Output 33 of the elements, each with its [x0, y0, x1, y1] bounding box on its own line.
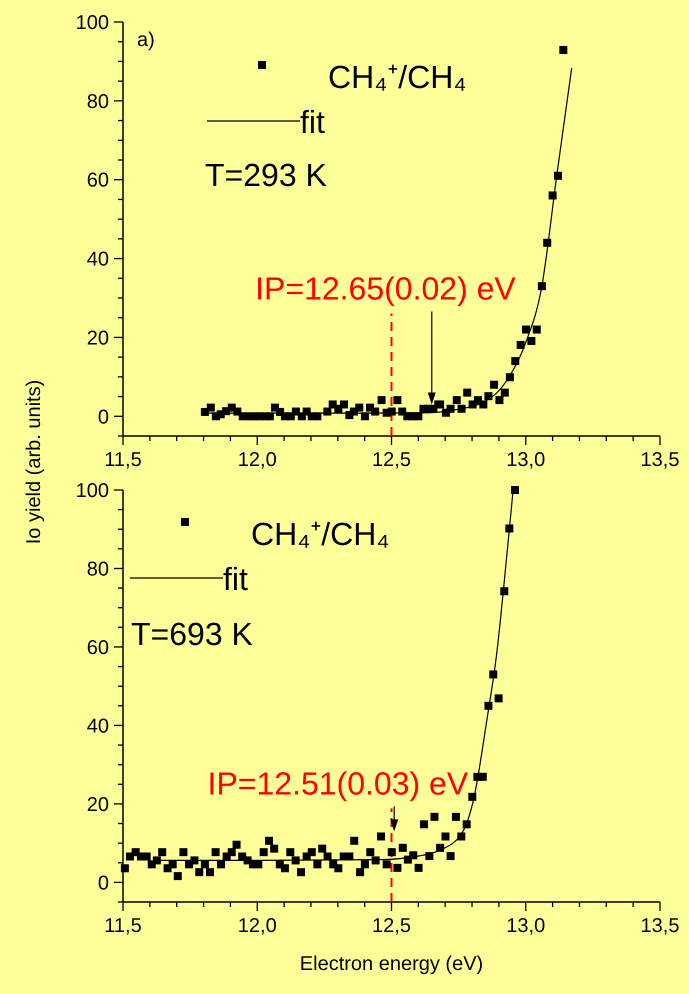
y-tick-label: 20	[86, 794, 109, 816]
legend-label: CH₄⁺/CH₄	[328, 59, 466, 95]
x-tick-label: 12,5	[372, 449, 411, 471]
x-tick-label: 11,5	[104, 915, 142, 937]
x-tick-label: 11,5	[104, 449, 142, 471]
y-tick-label: 60	[86, 636, 109, 659]
y-tick-label: 80	[86, 558, 109, 580]
y-tick-label: 40	[86, 715, 109, 738]
annotation: a)	[137, 29, 155, 51]
y-tick-label: 40	[86, 248, 109, 271]
legend-label: CH₄⁺/CH₄	[251, 516, 390, 552]
annotation: T=293 K	[205, 157, 327, 193]
annotation: T=693 K	[131, 616, 253, 652]
y-tick-label: 20	[86, 327, 109, 350]
y-tick-label: 100	[76, 12, 109, 34]
y-tick-label: 100	[76, 480, 109, 502]
x-tick-label: 13,0	[506, 449, 546, 471]
annotation: IP=12.51(0.03) eV	[208, 765, 469, 802]
y-tick-label: 0	[98, 872, 109, 894]
x-axis-title: Electron energy (eV)	[300, 953, 484, 975]
x-tick-label: 13,5	[640, 449, 680, 471]
x-tick-label: 13,5	[640, 915, 680, 937]
x-tick-label: 12,5	[372, 915, 411, 937]
legend-label: fit	[300, 104, 325, 140]
y-tick-label: 80	[86, 90, 109, 113]
legend-label: fit	[223, 561, 248, 597]
x-tick-label: 12,0	[238, 915, 277, 937]
y-tick-label: 0	[98, 406, 109, 428]
y-tick-label: 60	[86, 170, 109, 192]
annotation: IP=12.65(0.02) eV	[255, 270, 516, 306]
y-axis-title: Io yield (arb. units)	[23, 380, 45, 544]
x-tick-label: 13,0	[506, 915, 546, 937]
x-tick-label: 12,0	[238, 449, 277, 471]
